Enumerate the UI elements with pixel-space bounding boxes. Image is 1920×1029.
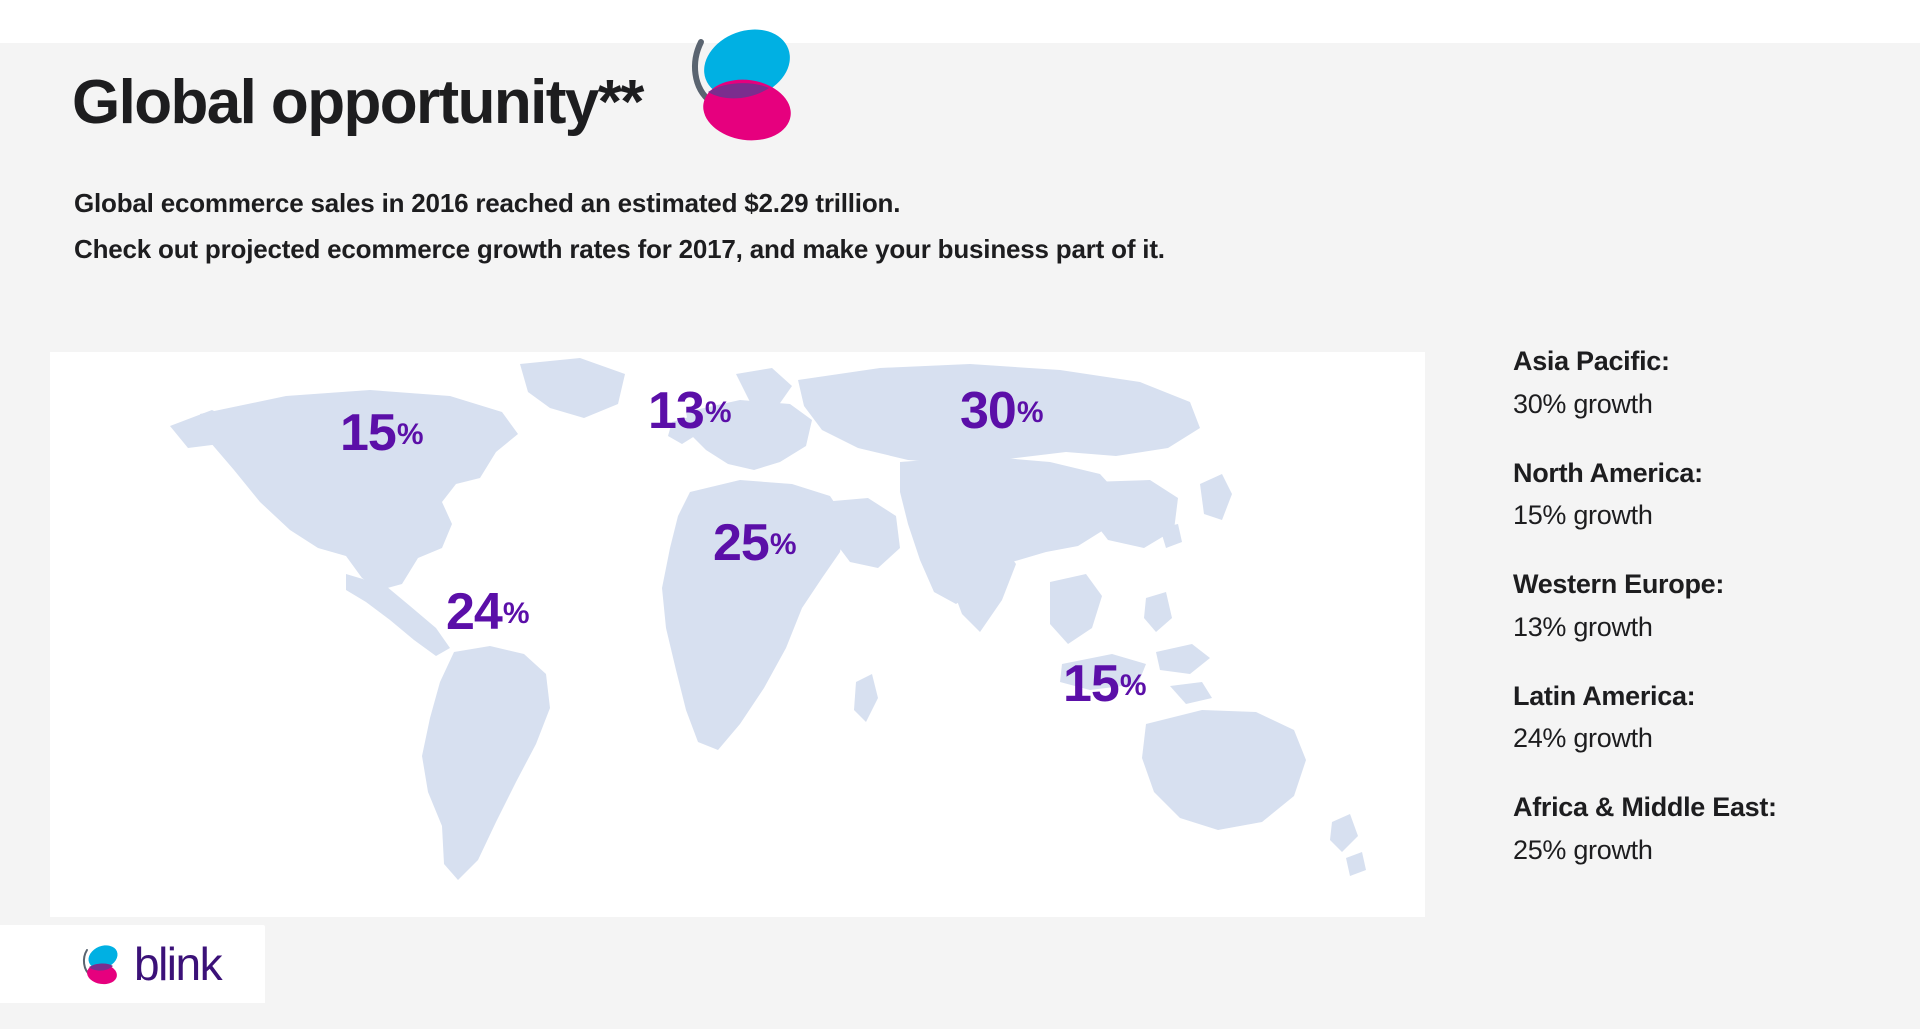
map-label-number: 13 <box>648 382 705 440</box>
legend-region-label: Asia Pacific: <box>1513 346 1670 376</box>
legend-region-label: Africa & Middle East: <box>1513 792 1777 822</box>
map-label-number: 24 <box>446 583 503 641</box>
brand-name: blink <box>134 938 223 990</box>
butterfly-logo-icon <box>691 29 791 141</box>
map-label-number: 15 <box>340 404 397 462</box>
legend-item-western-europe: Western Europe: 13% growth <box>1513 568 1913 645</box>
legend-region-label: Latin America: <box>1513 680 1696 711</box>
map-label-north-america: 15% <box>340 404 424 462</box>
map-label-asia-pacific: 30% <box>960 382 1044 440</box>
butterfly-logo-icon <box>82 945 118 985</box>
map-label-oceania: 15% <box>1063 655 1147 713</box>
map-label-western-europe: 13% <box>648 382 732 440</box>
legend-item-asia-pacific: Asia Pacific: 30% growth <box>1513 345 1913 422</box>
map-label-number: 15 <box>1063 655 1120 713</box>
top-white-strip <box>0 0 1920 43</box>
map-label-percent: % <box>769 527 797 561</box>
map-label-percent: % <box>1016 395 1044 429</box>
subtitle-line-2: Check out projected ecommerce growth rat… <box>74 234 1165 264</box>
map-label-number: 30 <box>960 382 1017 440</box>
legend-growth-value: 30% growth <box>1513 388 1653 419</box>
map-label-percent: % <box>1119 668 1147 702</box>
map-panel: 15% 13% 30% 25% 24% 15% <box>50 352 1425 917</box>
map-label-percent: % <box>396 417 424 451</box>
legend-item-latin-america: Latin America: 24% growth <box>1513 680 1913 757</box>
header: Global opportunity** <box>72 29 801 154</box>
legend-growth-value: 25% growth <box>1513 834 1653 865</box>
map-label-africa-middle-east: 25% <box>713 514 797 572</box>
map-label-percent: % <box>704 395 732 429</box>
legend-list: Asia Pacific: 30% growth North America: … <box>1513 345 1913 903</box>
legend-growth-value: 13% growth <box>1513 611 1653 642</box>
legend-region-label: North America: <box>1513 457 1703 488</box>
legend-item-africa-middle-east: Africa & Middle East: 25% growth <box>1513 791 1913 868</box>
legend-region-label: Western Europe: <box>1513 569 1725 599</box>
world-map-graphic <box>170 358 1366 880</box>
legend-item-north-america: North America: 15% growth <box>1513 457 1913 534</box>
legend-growth-value: 15% growth <box>1513 500 1653 531</box>
legend-growth-value: 24% growth <box>1513 723 1653 754</box>
map-label-latin-america: 24% <box>446 583 530 641</box>
subtitle-line-1: Global ecommerce sales in 2016 reached a… <box>74 188 901 218</box>
subtitle-block: Global ecommerce sales in 2016 reached a… <box>74 180 1165 272</box>
page-title: Global opportunity** <box>72 68 644 137</box>
map-label-number: 25 <box>713 514 770 572</box>
map-label-percent: % <box>502 596 530 630</box>
brand-footer: blink <box>0 925 265 1003</box>
